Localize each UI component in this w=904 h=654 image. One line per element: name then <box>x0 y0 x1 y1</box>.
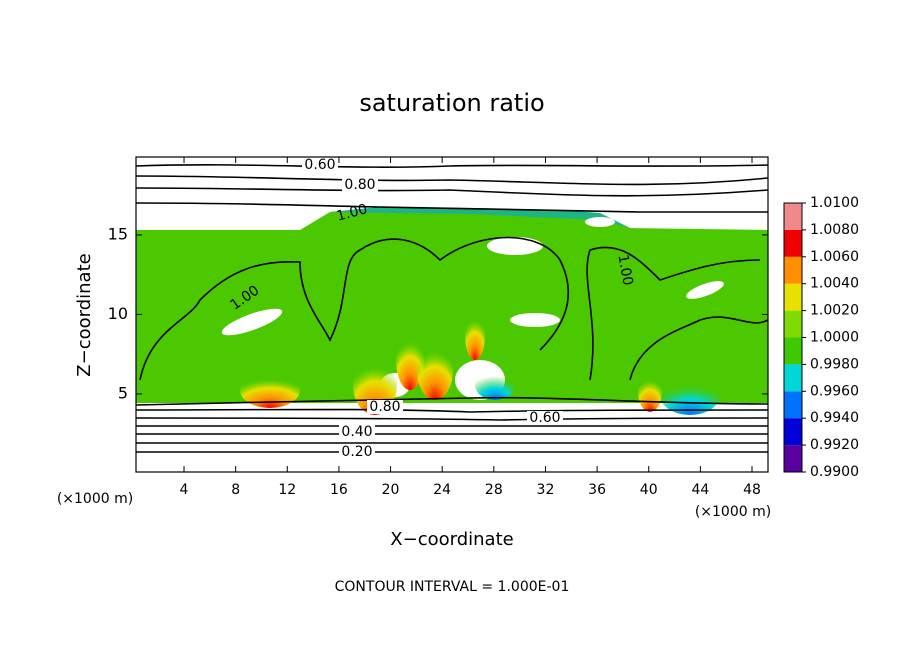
chart-title: saturation ratio <box>359 89 544 117</box>
x-tick-label: 44 <box>691 482 709 498</box>
x-tick-label: 28 <box>485 482 503 498</box>
colorbar-band <box>784 445 802 472</box>
x-tick-label: 48 <box>743 482 761 498</box>
contour-label: 0.60 <box>304 157 335 173</box>
contour-label: 0.80 <box>369 399 400 415</box>
contour-label-bg <box>339 445 375 459</box>
contour-label-bg <box>342 178 378 192</box>
colorbar-band <box>784 391 802 419</box>
colorbar-band <box>784 229 802 257</box>
x-tick-label: 16 <box>330 482 348 498</box>
colorbar-label: 1.0040 <box>810 276 859 292</box>
x-tick-label: 20 <box>382 482 400 498</box>
contour-label-bg <box>302 158 338 172</box>
colorbar-band <box>784 337 802 365</box>
field <box>136 164 768 453</box>
contour-label-bg <box>527 411 563 425</box>
contour-label: 1.00 <box>335 201 369 225</box>
colorbar-label: 0.9900 <box>810 464 859 480</box>
x-axis-label: X−coordinate <box>390 529 513 550</box>
colorbar-label: 1.0060 <box>810 249 859 265</box>
x-tick-label: 8 <box>231 482 240 498</box>
y-tick-label: 10 <box>108 304 128 323</box>
unit-label: (×1000 m) <box>57 491 133 507</box>
contour-label: 1.00 <box>614 253 635 286</box>
colorbar-label: 1.0000 <box>810 330 859 346</box>
footer: CONTOUR INTERVAL = 1.000E-01 <box>335 579 570 595</box>
colorbar-label: 1.0080 <box>810 222 859 238</box>
x-tick-label: 40 <box>640 482 658 498</box>
contour-label-bg <box>367 400 403 414</box>
contour-label: 0.40 <box>341 424 372 440</box>
contour-label: 0.20 <box>341 444 372 460</box>
colorbar-band <box>784 418 802 446</box>
contour-label: 0.80 <box>344 177 375 193</box>
x-tick-label: 36 <box>588 482 606 498</box>
colorbar-label: 0.9960 <box>810 383 859 399</box>
contour-label: 0.60 <box>529 410 560 426</box>
y-axis-label: Z−coordinate <box>74 253 95 376</box>
unit-label: (×1000 m) <box>695 504 771 520</box>
y-tick-label: 15 <box>108 224 128 243</box>
colorbar-label: 1.0020 <box>810 303 859 319</box>
colorbar-band <box>784 203 802 230</box>
colorbar-label: 0.9920 <box>810 437 859 453</box>
colorbar-label: 0.9940 <box>810 410 859 426</box>
colorbar-label: 0.9980 <box>810 356 859 372</box>
colorbar-band <box>784 283 802 311</box>
contour-label-bg <box>339 425 375 439</box>
x-tick-label: 32 <box>537 482 555 498</box>
colorbar-band <box>784 310 802 338</box>
colorbar-band <box>784 364 802 392</box>
x-tick-label: 12 <box>278 482 296 498</box>
colorbar-label: 1.0100 <box>810 195 859 211</box>
y-tick-label: 5 <box>118 383 128 402</box>
x-tick-label: 24 <box>433 482 451 498</box>
x-tick-label: 4 <box>180 482 189 498</box>
colorbar-band <box>784 256 802 284</box>
